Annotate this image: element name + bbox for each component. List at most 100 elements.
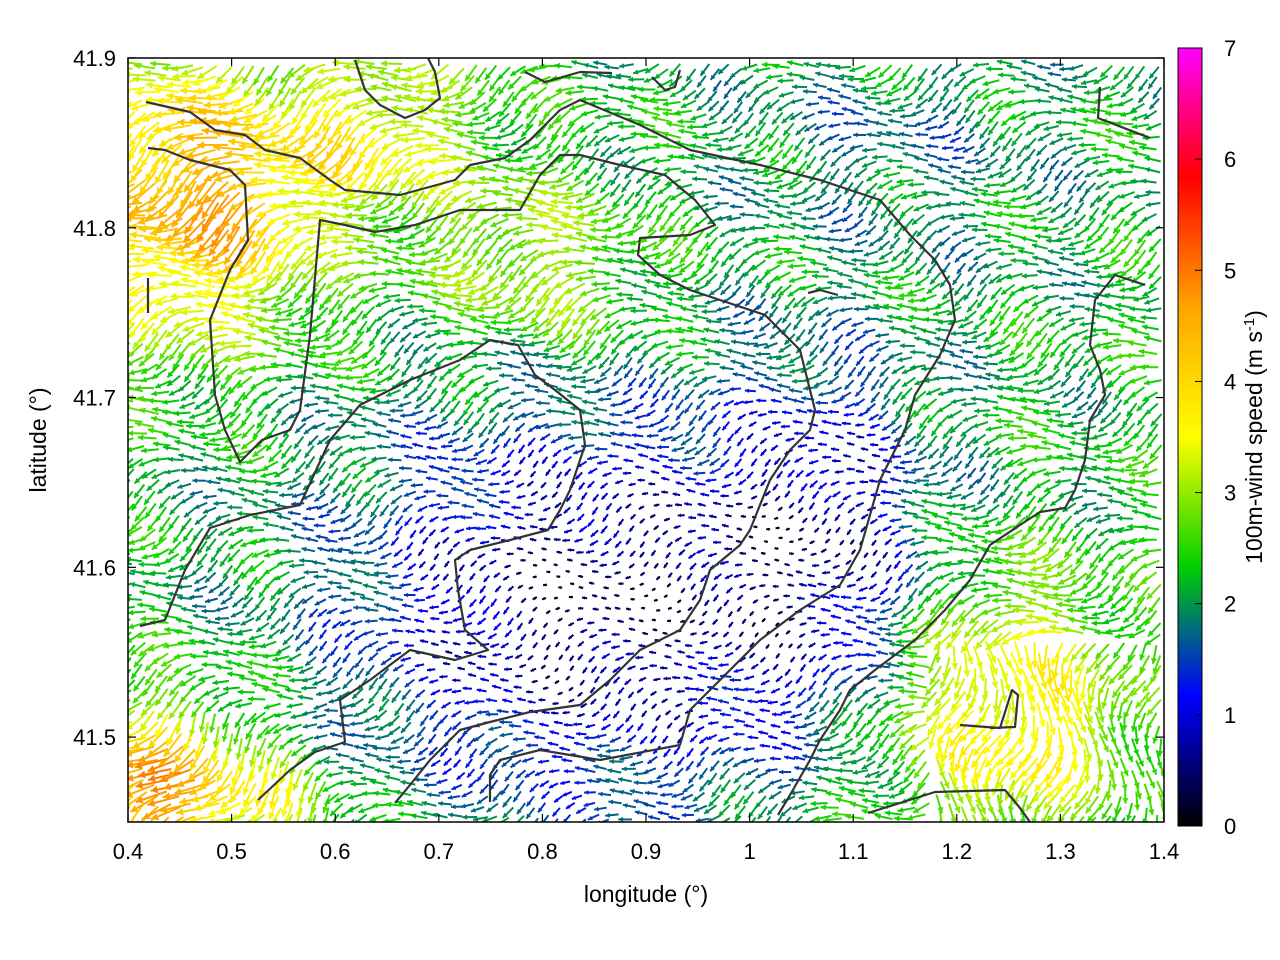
wind-arrow-head [316,759,322,765]
wind-arrow-head [549,769,554,774]
wind-arrow-head [282,827,288,834]
wind-arrow-head [138,770,146,779]
wind-arrow-shaft [128,784,135,792]
wind-arrow-head [979,807,986,815]
wind-arrow-head [681,812,686,818]
wind-arrow-head [538,807,543,813]
wind-arrow-head [674,772,680,777]
wind-arrow-head [1142,820,1149,822]
wind-arrow-head [135,796,144,804]
wind-arrow-head [385,801,392,808]
wind-arrow-head [970,778,978,787]
wind-arrow-head [811,787,817,793]
wind-arrow-head [583,802,589,807]
wind-arrow-head [219,807,227,815]
wind-arrow-head [729,747,735,752]
wind-arrow-head [482,817,488,822]
wind-arrow-head [586,746,592,752]
wind-arrow-shaft [581,818,587,822]
wind-arrow-head [1034,807,1041,815]
wind-arrow-head [535,771,540,776]
wind-arrow-head [1031,817,1038,822]
wind-arrow-head [329,822,334,828]
wind-arrow-head [875,772,881,778]
wind-arrow-head [984,796,992,803]
wind-arrow-shaft [721,817,731,822]
wind-arrow-head [960,775,968,783]
wind-arrow-head [710,766,716,772]
wind-arrow-shaft [1120,817,1126,822]
wind-arrow-head [1023,828,1029,834]
wind-arrow-head [733,778,740,784]
wind-arrow-head [835,776,841,782]
wind-arrow-head [488,753,493,759]
wind-arrow-head [176,807,184,816]
wind-arrow-head [1009,818,1016,822]
wind-arrow-head [347,794,354,800]
wind-arrow-head [360,776,366,782]
wind-arrow-head [363,742,369,748]
wind-arrow-head [1121,784,1128,791]
wind-arrow-head [347,807,354,813]
wind-arrow-head [1008,784,1016,792]
wind-arrow-head [208,793,217,801]
wind-arrow-head [850,801,857,808]
wind-arrow-head [1001,817,1008,822]
wind-arrow-head [741,758,747,764]
wind-arrow-head [861,764,868,769]
wind-arrow-head [502,812,508,818]
wind-arrow-head [596,743,602,749]
wind-arrow-head [633,771,638,777]
wind-arrow-head [1153,828,1159,834]
wind-arrow-head [462,814,468,820]
wind-arrow-head [953,829,960,836]
wind-arrow-head [762,823,767,829]
wind-arrow-head [1021,769,1029,778]
wind-arrow-head [912,790,919,797]
wind-arrow-head [634,810,640,815]
wind-arrow-head [249,759,256,767]
wind-arrow-head [399,769,405,775]
wind-arrow-head [657,810,663,816]
wind-arrow-head [453,763,458,768]
wind-arrow-head [1055,766,1063,774]
wind-arrow-head [525,773,530,778]
wind-arrow-head [316,792,322,799]
wind-arrow-head [993,818,999,822]
wind-arrow-head [882,753,888,759]
wind-arrow-head [1138,771,1145,778]
wind-arrow-head [793,755,799,761]
wind-arrow-head [1016,830,1022,836]
wind-arrow-head [370,779,376,785]
wind-arrow-head [617,777,623,783]
wind-arrow-head [759,743,764,748]
wind-arrow-head [436,779,442,784]
wind-arrow-head [1063,827,1069,834]
wind-arrow-head [411,787,417,793]
wind-arrow-head [835,797,842,803]
wind-arrow-head [460,803,466,809]
wind-arrow-head [539,782,545,787]
wind-arrow-head [190,762,198,771]
wind-arrow-head [708,801,714,807]
wind-arrow-head [160,805,168,814]
wind-arrow-head [674,750,679,755]
wind-arrow-head [826,778,832,784]
wind-arrow-head [163,782,172,791]
wind-arrow-head [298,797,305,805]
wind-arrow-head [547,741,553,746]
wind-arrow-shaft [1157,791,1164,810]
wind-arrow-head [643,802,649,808]
wind-arrow-head [1094,787,1102,794]
wind-arrow-head [429,750,434,756]
wind-arrow-head [223,817,230,822]
wind-arrow-head [134,761,143,770]
wind-arrow-head [1071,792,1079,801]
wind-arrow-head [1133,782,1140,789]
wind-arrow-head [647,759,653,764]
wind-arrow-head [486,807,492,812]
wind-arrow-shaft [1078,816,1085,822]
wind-arrow-head [135,781,144,789]
wind-arrow-head [987,806,994,814]
wind-arrow-head [996,768,1004,777]
